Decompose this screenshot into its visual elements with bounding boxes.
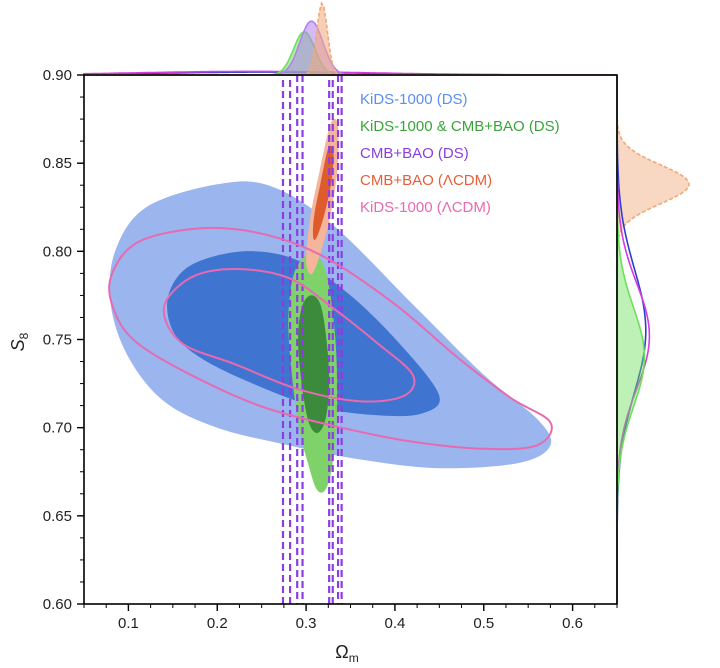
top-marginal-cmb-bao-ds [84,20,617,76]
series-kids-1000-cmb-bao-ds [288,252,338,493]
right-marginal-panel [616,75,690,604]
contour-cmb-bao-ds-95pct-band-1 [328,75,343,604]
contour-kids-1000-cdm-95pct [108,226,553,451]
contour-kids-1000-cmb-bao-ds-68pct [298,295,330,434]
legend: KiDS-1000 (DS) KiDS-1000 & CMB+BAO (DS) CM… [360,91,560,216]
series-cmb-bao-ds [281,75,343,604]
axes: 0.1 0.2 0.3 0.4 0.5 0.6 0.60 0.65 0.70 0.75 0.80 0.… [43,67,618,632]
x-tick-label: 0.5 [473,615,494,632]
x-tick-label: 0.4 [384,615,405,632]
x-tick-label: 0.2 [207,615,228,632]
legend-entry-cmb-bao-ds: CMB+BAO (DS) [360,145,469,162]
top-marginal-panel [83,1,617,76]
top-marginal-kids-1000-cmb-bao-ds [84,30,617,76]
x-axis-label: Ωm [335,642,358,665]
legend-entry-cmb-bao-cdm: CMB+BAO (ΛCDM) [360,172,492,189]
y-tick-label: 0.75 [43,332,72,349]
contour-cmb-bao-ds-68pct-band-1 [331,75,340,604]
x-tick-label: 0.3 [296,615,317,632]
contour-cmb-bao-ds-68pct-band-0 [288,75,299,604]
y-tick-label: 0.65 [43,508,72,525]
contour-kids-1000-cdm-68pct [162,267,416,403]
y-tick-label: 0.80 [43,243,72,260]
top-marginal-cmb-bao-cdm [84,1,617,76]
series-kids-1000-cdm [108,226,553,451]
plot-area [108,75,553,604]
y-axis-label: S8 [8,332,31,351]
legend-entry-kids-1000-cmb-bao-ds: KiDS-1000 & CMB+BAO (DS) [360,118,560,135]
x-tick-label: 0.6 [562,615,583,632]
y-tick-label: 0.60 [43,596,72,613]
y-tick-label: 0.90 [43,67,72,84]
y-tick-label: 0.70 [43,420,72,437]
x-tick-label: 0.1 [118,615,139,632]
legend-entry-kids-1000-ds: KiDS-1000 (DS) [360,91,468,108]
y-tick-label: 0.85 [43,155,72,172]
legend-entry-kids-1000-cdm: KiDS-1000 (ΛCDM) [360,199,491,216]
contour-cmb-bao-ds-95pct-band-0 [281,75,304,604]
